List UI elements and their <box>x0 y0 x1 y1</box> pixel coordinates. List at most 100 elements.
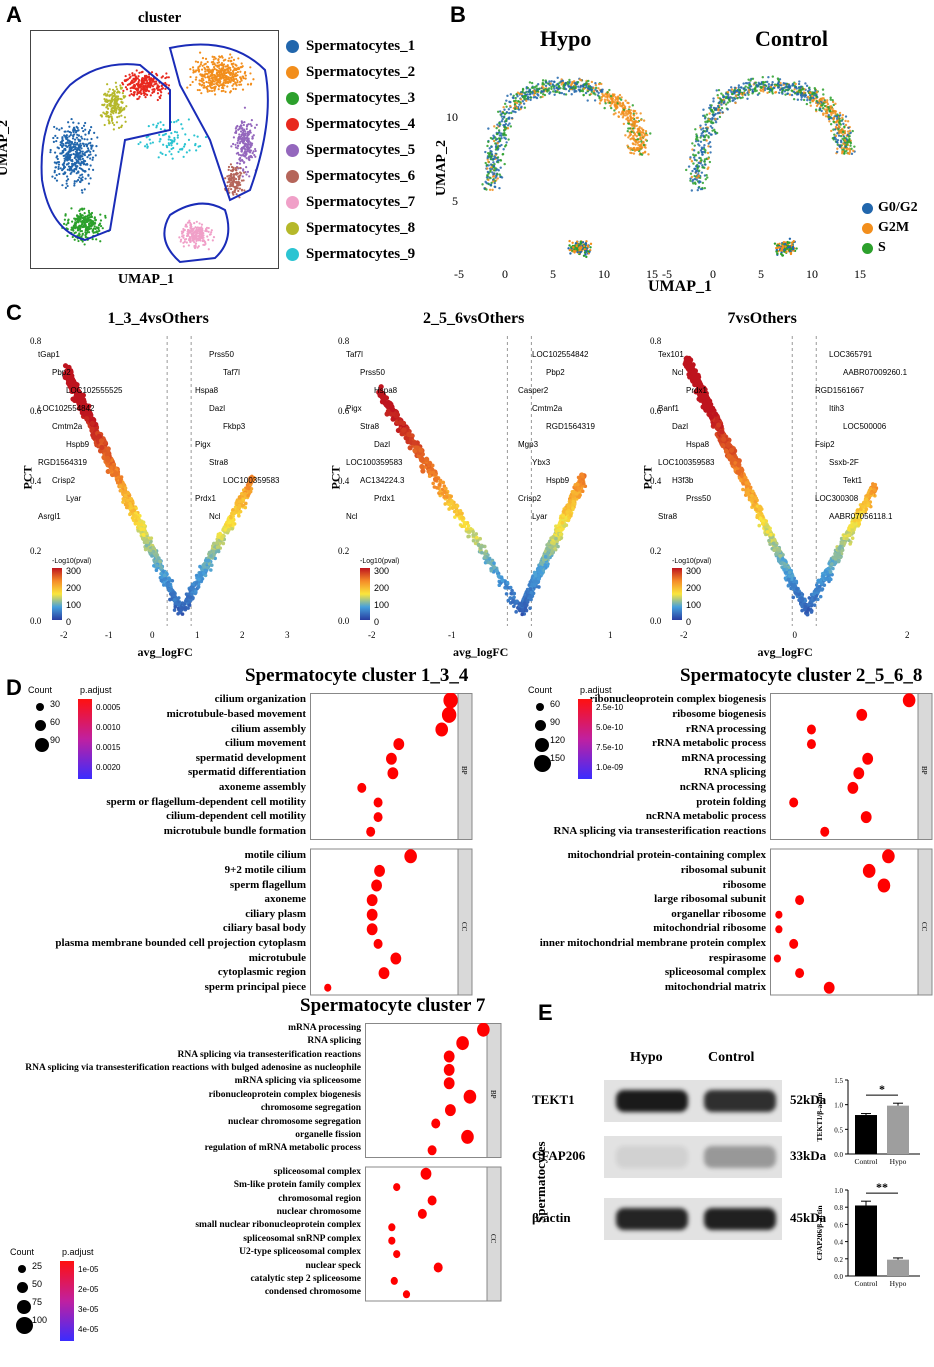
umap-phase-point <box>694 183 696 185</box>
umap-phase-point <box>585 240 587 242</box>
umap-point <box>238 158 240 160</box>
umap-point <box>58 161 60 163</box>
umap-point <box>88 132 90 134</box>
umap-phase-point <box>694 144 696 146</box>
umap-point <box>159 138 161 140</box>
umap-point <box>70 207 72 209</box>
umap-phase-point <box>727 97 729 99</box>
umap-point <box>160 152 162 154</box>
umap-phase-point <box>598 83 600 85</box>
umap-phase-point <box>760 90 762 92</box>
umap-point <box>216 75 218 77</box>
umap-point <box>200 61 202 63</box>
umap-point <box>115 99 117 101</box>
umap-point <box>198 70 200 72</box>
umap-phase-point <box>484 151 486 153</box>
umap-point <box>243 189 245 191</box>
umap-point <box>228 169 230 171</box>
umap-phase-point <box>803 91 805 93</box>
umap-phase-point <box>701 164 703 166</box>
umap-point <box>165 133 167 135</box>
umap-point <box>228 57 230 59</box>
umap-point <box>186 241 188 243</box>
umap-point <box>58 147 60 149</box>
umap-phase-point <box>529 93 531 95</box>
umap-phase-point <box>609 105 611 107</box>
umap-point <box>129 94 131 96</box>
umap-phase-point <box>496 133 498 135</box>
umap-point <box>229 185 231 187</box>
umap-point <box>122 92 124 94</box>
umap-phase-point <box>751 88 753 90</box>
umap-phase-point <box>548 80 550 82</box>
umap-point <box>208 248 210 250</box>
umap-point <box>226 85 228 87</box>
umap-phase-point <box>818 109 820 111</box>
umap-point <box>199 89 201 91</box>
umap-phase-point <box>615 108 617 110</box>
umap-phase-point <box>695 133 697 135</box>
umap-point <box>232 70 234 72</box>
umap-point <box>197 89 199 91</box>
umap-point <box>70 118 72 120</box>
legend-item-spermatocytes_6: Spermatocytes_6 <box>286 168 415 185</box>
umap-point <box>197 135 199 137</box>
umap-phase-point <box>619 102 621 104</box>
umap-phase-point <box>705 123 707 125</box>
umap-point <box>85 236 87 238</box>
umap-point <box>92 150 94 152</box>
umap-phase-point <box>608 99 610 101</box>
umap-point <box>73 232 75 234</box>
umap-point <box>186 151 188 153</box>
umap-point <box>218 78 220 80</box>
umap-phase-point <box>524 106 526 108</box>
umap-phase-point <box>701 147 703 149</box>
umap-phase-point <box>690 173 692 175</box>
umap-phase-point <box>614 103 616 105</box>
umap-phase-point <box>774 91 776 93</box>
umap-point <box>252 78 254 80</box>
umap-point <box>178 236 180 238</box>
umap-phase-point <box>840 135 842 137</box>
umap-point <box>152 124 154 126</box>
umap-phase-point <box>727 101 729 103</box>
umap-phase-point <box>813 92 815 94</box>
umap-point <box>223 63 225 65</box>
umap-phase-point <box>489 147 491 149</box>
umap-phase-point <box>630 147 632 149</box>
umap-phase-point <box>849 151 851 153</box>
umap-point <box>105 99 107 101</box>
umap-point <box>232 143 234 145</box>
umap-point <box>235 174 237 176</box>
umap-control-plot <box>666 60 872 270</box>
umap-phase-point <box>534 91 536 93</box>
umap-phase-point <box>705 127 707 129</box>
umap-point <box>89 129 91 131</box>
umap-point <box>80 136 82 138</box>
umap-point <box>195 149 197 151</box>
umap-point <box>70 229 72 231</box>
umap-point <box>55 162 57 164</box>
umap-point <box>61 127 63 129</box>
umap-point <box>170 139 172 141</box>
umap-point <box>239 76 241 78</box>
umap-point <box>54 151 56 153</box>
legend-dot <box>286 118 299 131</box>
umap-phase-point <box>734 98 736 100</box>
umap-phase-point <box>511 117 513 119</box>
umap-phase-point <box>711 117 713 119</box>
umap-point <box>235 132 237 134</box>
umap-point <box>141 83 143 85</box>
umap-point <box>210 69 212 71</box>
umap-phase-point <box>783 241 785 243</box>
umap-phase-point <box>508 112 510 114</box>
umap-point <box>84 231 86 233</box>
umap-point <box>198 83 200 85</box>
umap-phase-point <box>793 98 795 100</box>
umap-phase-point <box>847 130 849 132</box>
umap-phase-point <box>710 104 712 106</box>
umap-point <box>189 231 191 233</box>
umap-phase-point <box>727 108 729 110</box>
umap-phase-point <box>784 86 786 88</box>
